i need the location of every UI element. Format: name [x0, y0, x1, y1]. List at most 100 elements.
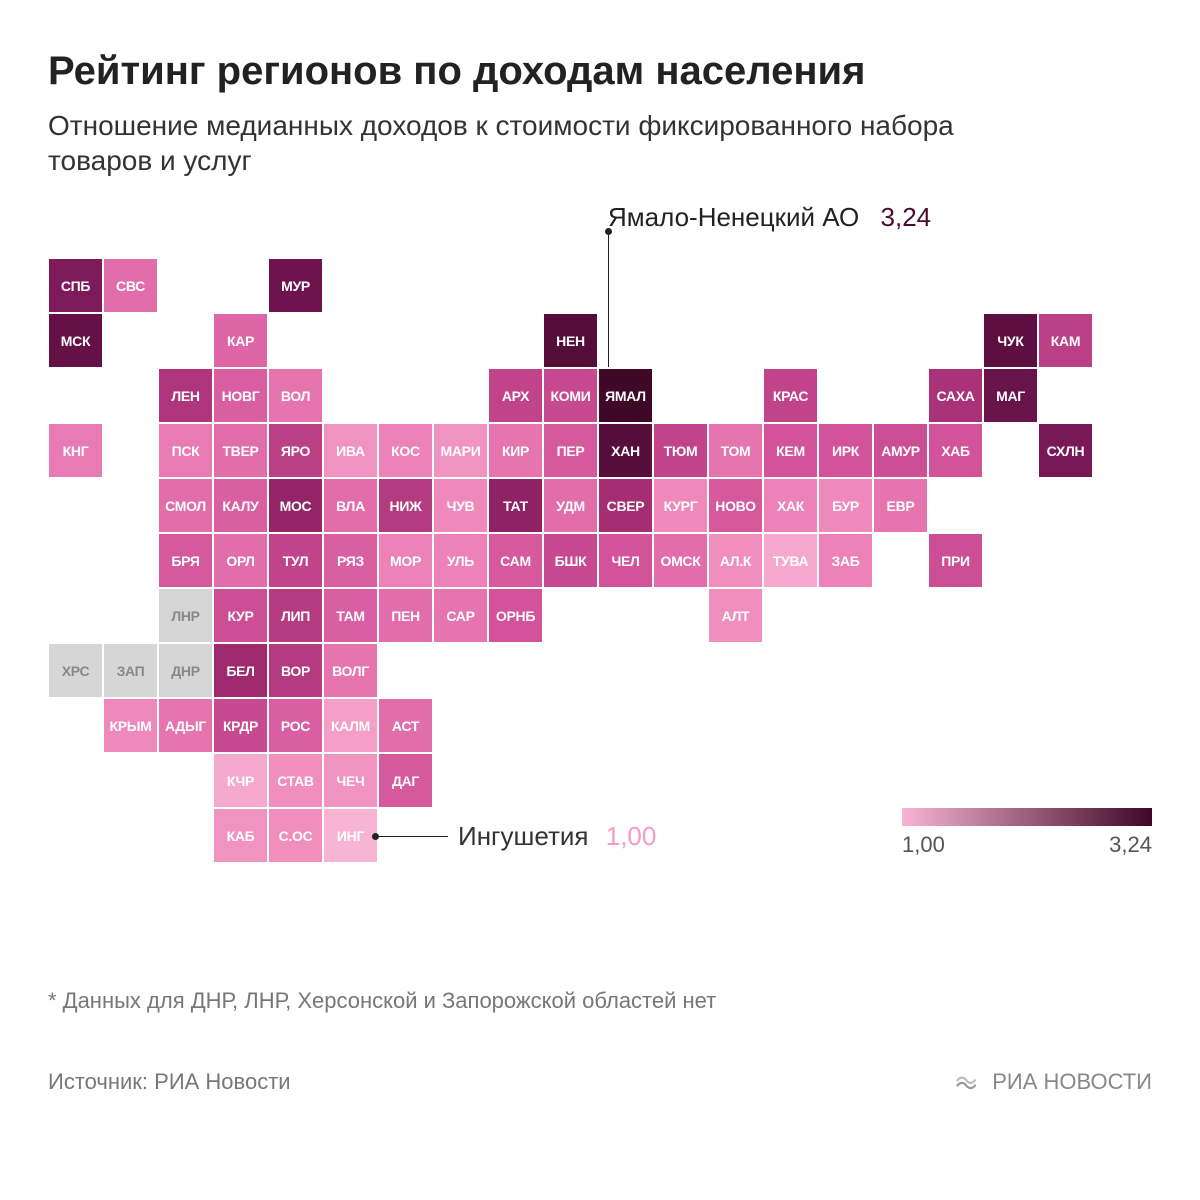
region-cell: РОС: [268, 698, 323, 753]
region-cell: ВЛА: [323, 478, 378, 533]
region-cell: НИЖ: [378, 478, 433, 533]
region-cell: АСТ: [378, 698, 433, 753]
region-cell: ТВЕР: [213, 423, 268, 478]
region-cell: МСК: [48, 313, 103, 368]
region-cell: САХА: [928, 368, 983, 423]
region-cell: ВОЛГ: [323, 643, 378, 698]
region-cell: ХАК: [763, 478, 818, 533]
region-cell: САМ: [488, 533, 543, 588]
page-title: Рейтинг регионов по доходам населения: [48, 48, 1152, 94]
region-cell: ЕВР: [873, 478, 928, 533]
region-cell: ЯРО: [268, 423, 323, 478]
legend: 1,00 3,24: [902, 808, 1152, 858]
region-cell: ДНР: [158, 643, 213, 698]
region-cell: ХАБ: [928, 423, 983, 478]
region-cell: ВОЛ: [268, 368, 323, 423]
region-cell: УЛЬ: [433, 533, 488, 588]
region-cell: МАГ: [983, 368, 1038, 423]
legend-min: 1,00: [902, 832, 945, 858]
region-cell: СХЛН: [1038, 423, 1093, 478]
region-cell: ДАГ: [378, 753, 433, 808]
region-cell: СВС: [103, 258, 158, 313]
region-cell: ЧЕЧ: [323, 753, 378, 808]
region-cell: ТУЛ: [268, 533, 323, 588]
legend-bar: [902, 808, 1152, 826]
region-cell: ЛЕН: [158, 368, 213, 423]
region-cell: ХАН: [598, 423, 653, 478]
region-cell: МОР: [378, 533, 433, 588]
region-cell: БШК: [543, 533, 598, 588]
region-cell: БЕЛ: [213, 643, 268, 698]
region-cell: УДМ: [543, 478, 598, 533]
region-cell: ЛНР: [158, 588, 213, 643]
region-cell: ЗАБ: [818, 533, 873, 588]
region-cell: ОМСК: [653, 533, 708, 588]
footnote: * Данных для ДНР, ЛНР, Херсонской и Запо…: [48, 988, 1152, 1014]
region-cell: ОРЛ: [213, 533, 268, 588]
region-cell: ЯМАЛ: [598, 368, 653, 423]
region-cell: ИНГ: [323, 808, 378, 863]
region-cell: ЗАП: [103, 643, 158, 698]
region-cell: ИРК: [818, 423, 873, 478]
region-cell: АРХ: [488, 368, 543, 423]
region-cell: КИР: [488, 423, 543, 478]
region-cell: ЧУВ: [433, 478, 488, 533]
region-cell: ОРНБ: [488, 588, 543, 643]
region-cell: ИВА: [323, 423, 378, 478]
region-cell: МУР: [268, 258, 323, 313]
region-cell: КАР: [213, 313, 268, 368]
region-cell: КАЛМ: [323, 698, 378, 753]
region-cell: АЛТ: [708, 588, 763, 643]
brand-logo: РИА НОВОСТИ: [954, 1068, 1152, 1096]
region-cell: ВОР: [268, 643, 323, 698]
callout-min-label: Ингушетия: [458, 821, 589, 851]
region-cell: ЧУК: [983, 313, 1038, 368]
region-cell: КОМИ: [543, 368, 598, 423]
region-cell: КАМ: [1038, 313, 1093, 368]
region-cell: ТЮМ: [653, 423, 708, 478]
region-cell: КАЛУ: [213, 478, 268, 533]
region-cell: СМОЛ: [158, 478, 213, 533]
region-cell: КОС: [378, 423, 433, 478]
region-cell: ПСК: [158, 423, 213, 478]
region-cell: КУР: [213, 588, 268, 643]
region-cell: СПБ: [48, 258, 103, 313]
region-cell: АДЫГ: [158, 698, 213, 753]
region-cell: НЕН: [543, 313, 598, 368]
region-cell: ПЕН: [378, 588, 433, 643]
region-cell: ПРИ: [928, 533, 983, 588]
region-cell: СВЕР: [598, 478, 653, 533]
region-cell: ТУВА: [763, 533, 818, 588]
callout-min-line: [378, 836, 448, 837]
callout-min-value: 1,00: [606, 821, 657, 851]
region-cell: РЯЗ: [323, 533, 378, 588]
region-cell: БРЯ: [158, 533, 213, 588]
callout-min: Ингушетия 1,00: [458, 821, 656, 852]
region-cell: КАБ: [213, 808, 268, 863]
region-cell: КЧР: [213, 753, 268, 808]
region-cell: КРЫМ: [103, 698, 158, 753]
region-cell: ЧЕЛ: [598, 533, 653, 588]
region-cell: АЛ.К: [708, 533, 763, 588]
chart-area: Ямало-Ненецкий АО 3,24 СПБСВСМУРМСККАРНЕ…: [48, 258, 1152, 918]
region-cell: КЕМ: [763, 423, 818, 478]
region-cell: ТАТ: [488, 478, 543, 533]
region-cell: КУРГ: [653, 478, 708, 533]
callout-max-label: Ямало-Ненецкий АО: [608, 202, 859, 232]
region-cell: КРДР: [213, 698, 268, 753]
region-cell: САР: [433, 588, 488, 643]
region-cell: МАРИ: [433, 423, 488, 478]
region-cell: ТОМ: [708, 423, 763, 478]
region-cell: С.ОС: [268, 808, 323, 863]
source: Источник: РИА Новости: [48, 1069, 291, 1095]
region-cell: НОВГ: [213, 368, 268, 423]
region-cell: БУР: [818, 478, 873, 533]
wave-icon: [954, 1068, 982, 1096]
callout-max-value: 3,24: [881, 202, 932, 232]
region-cell: ХРС: [48, 643, 103, 698]
page-subtitle: Отношение медианных доходов к стоимости …: [48, 108, 968, 178]
region-cell: АМУР: [873, 423, 928, 478]
region-cell: КНГ: [48, 423, 103, 478]
region-cell: ЛИП: [268, 588, 323, 643]
region-cell: НОВО: [708, 478, 763, 533]
